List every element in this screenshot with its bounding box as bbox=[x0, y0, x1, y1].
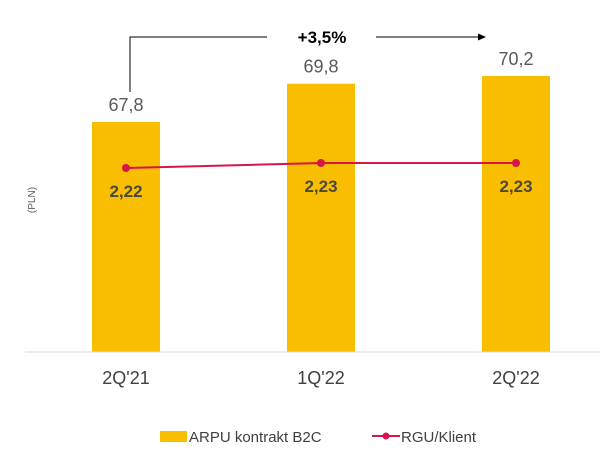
bar-1 bbox=[287, 83, 355, 353]
bar-0 bbox=[92, 122, 160, 352]
legend-swatch-bar bbox=[160, 431, 187, 442]
rgu-value-label: 2,23 bbox=[499, 177, 532, 196]
rgu-point-1 bbox=[317, 159, 325, 167]
growth-annotation: +3,5% bbox=[129, 28, 486, 92]
x-tick-label: 2Q'22 bbox=[492, 368, 539, 388]
rgu-point-0 bbox=[122, 164, 130, 172]
annotation-bracket bbox=[129, 36, 267, 92]
bar-value-label: 70,2 bbox=[498, 49, 533, 69]
legend-marker-dot bbox=[382, 432, 390, 440]
legend: ARPU kontrakt B2C RGU/Klient bbox=[160, 429, 477, 446]
bar-2 bbox=[482, 76, 550, 352]
bar-value-label: 67,8 bbox=[108, 95, 143, 115]
y-axis-label: (PLN) bbox=[27, 187, 38, 213]
rgu-point-2 bbox=[512, 159, 520, 167]
annotation-label: +3,5% bbox=[298, 28, 347, 47]
x-tick-label: 1Q'22 bbox=[297, 368, 344, 388]
bar-value-label: 69,8 bbox=[303, 57, 338, 77]
legend-label-line: RGU/Klient bbox=[401, 429, 477, 446]
arrow-head-icon bbox=[478, 33, 486, 41]
rgu-value-label: 2,22 bbox=[109, 182, 142, 201]
legend-label-bar: ARPU kontrakt B2C bbox=[189, 429, 322, 446]
x-tick-label: 2Q'21 bbox=[102, 368, 149, 388]
rgu-value-label: 2,23 bbox=[304, 177, 337, 196]
